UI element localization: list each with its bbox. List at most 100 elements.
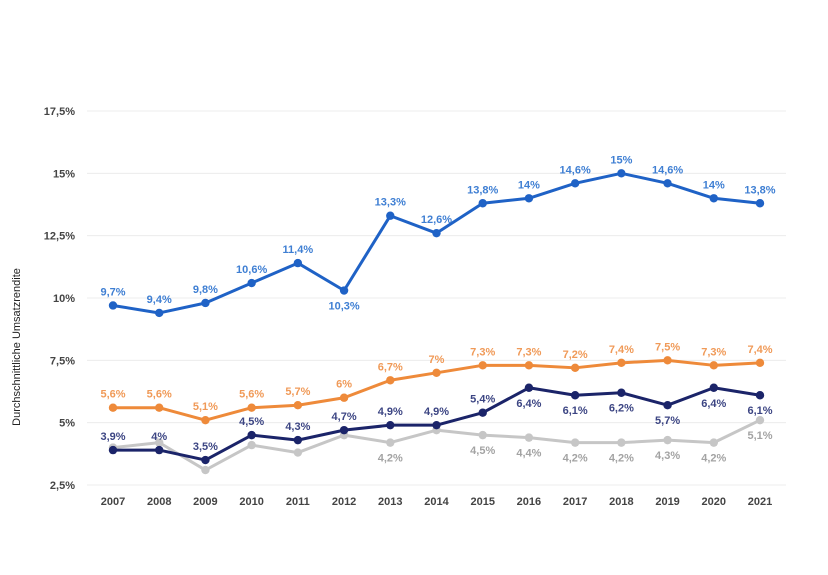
data-point-gray [570,438,580,447]
x-tick-label: 2009 [193,496,217,508]
data-point-navy [524,383,534,392]
data-point-navy [247,430,256,440]
data-label-orange: 5,1% [193,401,218,413]
data-point-orange [432,368,441,377]
data-label-navy: 4,5% [239,416,264,428]
y-tick-label: 5% [59,418,75,430]
data-point-orange [339,393,349,402]
data-label-orange: 7,3% [470,346,495,358]
data-point-gray [386,438,395,447]
y-tick-label: 12,5% [44,231,75,243]
x-tick-label: 2020 [702,496,726,508]
data-point-orange [293,401,303,410]
series [108,169,765,475]
data-label-orange: 5,6% [239,389,264,401]
data-point-navy [339,425,349,435]
data-labels: 9,7% 9,4% 9,8% 10,6% 11,4% 10,3% 13,3% 12,6% 13,… [100,154,775,464]
data-point-orange [201,415,210,425]
y-axis-ticks: 2,5% 5% 7,5% 10% 12,5% 15% 17,5% [44,106,75,492]
data-point-orange [617,358,626,368]
data-label-blue: 10,6% [236,264,267,276]
data-point-navy [709,383,718,392]
data-label-orange: 7,4% [747,344,772,356]
data-point-orange [663,356,672,365]
data-point-orange [108,403,118,412]
data-label-orange: 7,3% [701,346,726,358]
x-tick-label: 2018 [609,496,633,508]
x-tick-label: 2015 [470,496,494,508]
data-label-orange: 5,6% [147,389,172,401]
data-point-blue [755,199,765,208]
data-label-orange: 7% [429,354,445,366]
data-label-blue: 15% [610,154,632,166]
y-tick-label: 15% [53,168,75,180]
data-point-gray [663,435,672,445]
data-point-navy [201,455,210,465]
data-label-navy: 4,3% [285,421,310,433]
data-label-navy: 3,9% [100,431,125,443]
data-point-navy [617,388,626,397]
data-point-navy [293,435,303,445]
data-point-gray [524,433,534,442]
data-label-blue: 13,8% [744,184,775,196]
y-tick-label: 10% [53,293,75,305]
data-point-navy [108,445,118,455]
x-tick-label: 2019 [655,496,679,508]
data-point-orange [524,361,534,370]
data-point-navy [755,391,765,400]
x-tick-label: 2011 [286,496,310,508]
data-label-gray: 4,2% [609,453,634,465]
series-gray [108,415,765,475]
x-axis-ticks: 2007 2008 2009 2010 2011 2012 2013 2014 2015 2016… [101,496,772,508]
data-point-blue [709,194,718,203]
data-label-orange: 7,2% [563,349,588,361]
data-point-gray [247,440,256,450]
data-label-blue: 13,8% [467,184,498,196]
data-point-gray [478,430,487,440]
x-tick-label: 2014 [424,496,449,508]
data-label-navy: 6,4% [701,398,726,410]
x-tick-label: 2012 [332,496,356,508]
data-point-navy [155,445,164,455]
data-point-blue [617,169,626,178]
data-label-blue: 9,7% [100,286,125,298]
data-point-navy [663,401,672,410]
series-orange [108,356,765,425]
data-label-navy: 6,2% [609,403,634,415]
data-label-gray: 4,3% [655,450,680,462]
data-point-blue [247,278,256,288]
data-label-blue: 11,4% [283,244,314,256]
data-label-blue: 12,6% [421,214,452,226]
data-point-blue [201,298,210,308]
series-navy [108,383,765,465]
data-label-orange: 6,7% [378,361,403,373]
data-point-blue [432,228,441,238]
x-tick-label: 2008 [147,496,171,508]
data-point-orange [709,361,718,370]
data-point-gray [155,438,164,447]
data-label-navy: 4,9% [424,406,449,418]
data-point-blue [524,194,534,203]
data-label-navy: 6,1% [747,405,772,417]
data-point-navy [478,408,487,417]
data-label-navy: 6,1% [563,405,588,417]
data-point-orange [247,403,256,412]
data-label-navy: 4% [151,431,167,443]
data-point-blue [478,199,487,208]
data-label-gray: 4,2% [563,453,588,465]
data-point-gray [201,465,210,475]
data-point-gray [617,438,626,447]
data-point-gray [293,448,303,457]
y-tick-label: 17,5% [44,106,75,118]
data-point-orange [155,403,164,412]
data-label-gray: 5,1% [747,430,772,442]
data-label-orange: 6% [336,379,352,391]
data-label-navy: 3,5% [193,441,218,453]
data-point-blue [386,211,395,220]
data-label-gray: 4,4% [516,448,541,460]
data-label-blue: 9,4% [147,294,172,306]
data-point-navy [386,420,395,430]
data-point-orange [570,363,580,373]
data-label-blue: 14,6% [652,164,683,176]
